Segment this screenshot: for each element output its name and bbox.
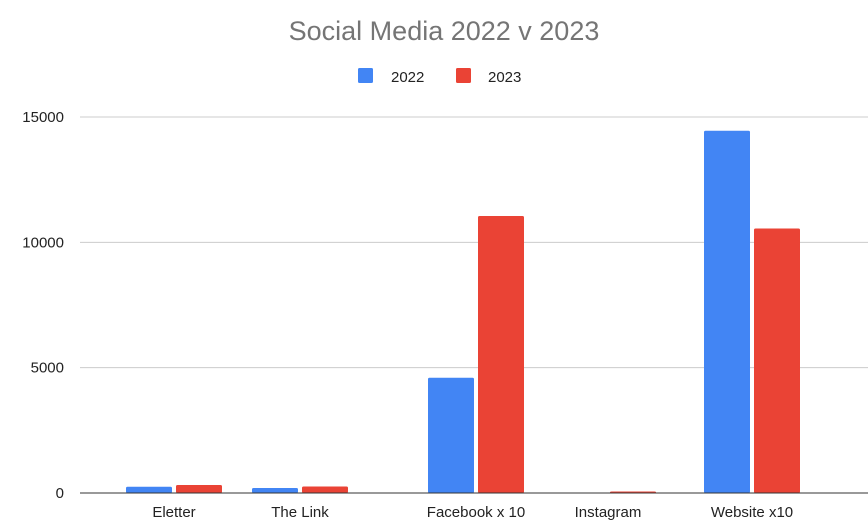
y-axis-tick-labels: 0 5000 10000 15000 [22, 109, 64, 502]
bar-2022-the-link [252, 487, 298, 493]
y-tick-label: 15000 [22, 109, 64, 126]
x-category-label: Website x10 [711, 504, 793, 520]
chart-title: Social Media 2022 v 2023 [289, 16, 600, 46]
bar-2023-facebook-x-10 [478, 216, 524, 493]
y-tick-label: 10000 [22, 234, 64, 251]
legend: 2022 2023 [358, 68, 521, 86]
bar-2022-facebook-x-10 [428, 377, 474, 493]
x-category-label: The Link [271, 504, 329, 520]
bar-2023-eletter [176, 484, 222, 493]
legend-swatch-2022 [358, 68, 373, 83]
bar-2022-website-x10 [704, 130, 750, 493]
x-axis-category-labels: Eletter The Link Facebook x 10 Instagram Web… [152, 504, 793, 520]
x-category-label: Eletter [152, 504, 195, 520]
y-tick-label: 0 [56, 485, 64, 502]
legend-label-2022: 2022 [391, 69, 424, 86]
bar-2023-the-link [302, 486, 348, 493]
y-tick-label: 5000 [31, 360, 64, 377]
x-category-label: Instagram [575, 504, 642, 520]
bar-2023-website-x10 [754, 228, 800, 493]
bars-layer [126, 130, 800, 493]
legend-label-2023: 2023 [488, 69, 521, 86]
bar-2022-eletter [126, 486, 172, 493]
legend-swatch-2023 [456, 68, 471, 83]
x-category-label: Facebook x 10 [427, 504, 525, 520]
